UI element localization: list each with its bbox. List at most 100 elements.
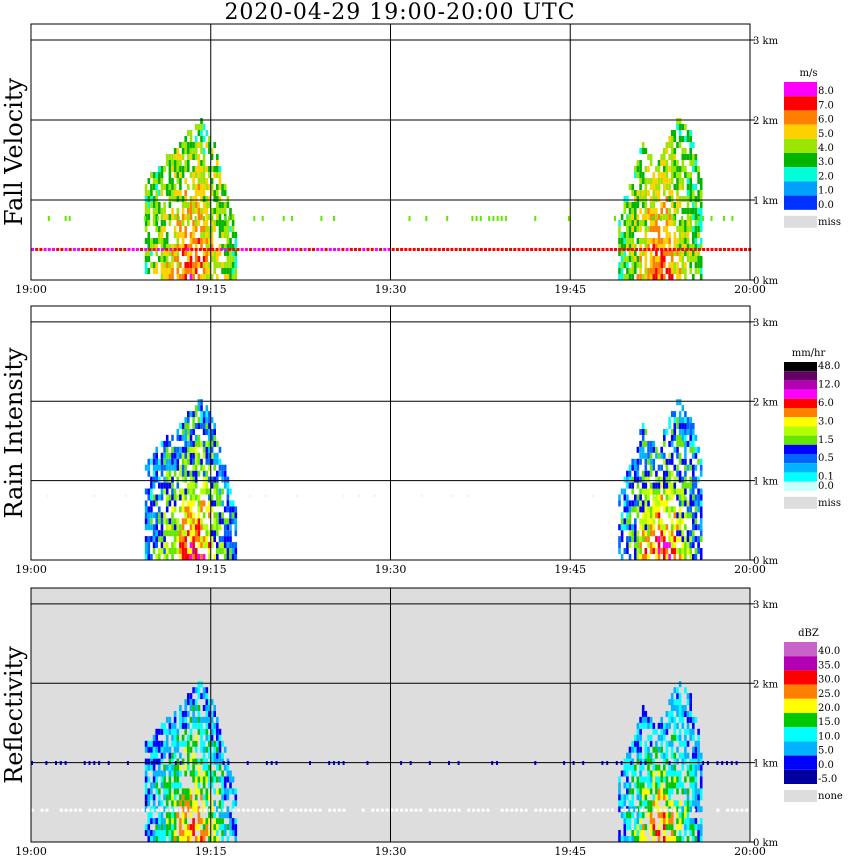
- data-cell: [197, 202, 201, 208]
- legend-label: 6.0: [818, 398, 834, 409]
- data-cell: [655, 764, 658, 771]
- data-cell: [657, 836, 661, 842]
- data-cell: [155, 554, 158, 560]
- data-cell: [681, 434, 685, 441]
- data-cell: [678, 824, 682, 831]
- data-cell: [160, 458, 164, 465]
- data-cell: [689, 536, 692, 543]
- data-cell: [644, 274, 648, 280]
- data-cell: [652, 758, 656, 765]
- data-cell: [684, 800, 687, 807]
- data-cell: [176, 482, 180, 489]
- data-cell: [194, 190, 198, 196]
- data-cell: [218, 470, 222, 477]
- data-cell: [676, 172, 679, 178]
- data-cell: [670, 699, 674, 706]
- data-cell: [231, 274, 235, 280]
- data-cell: [221, 824, 224, 831]
- data-cell: [210, 536, 214, 543]
- data-cell: [684, 524, 687, 531]
- data-cell: [165, 464, 169, 471]
- data-cell: [147, 824, 151, 831]
- data-cell: [184, 746, 187, 753]
- data-cell: [684, 788, 687, 795]
- noise-mark: [505, 808, 509, 812]
- data-cell: [147, 524, 151, 531]
- noise-mark: [265, 248, 269, 251]
- noise-mark: [237, 808, 241, 812]
- data-cells: [144, 681, 703, 842]
- data-cell: [686, 178, 690, 184]
- data-cell: [668, 232, 671, 238]
- data-cell: [181, 788, 185, 795]
- data-cell: [194, 524, 198, 531]
- data-cell: [150, 818, 153, 825]
- data-cell: [665, 794, 669, 801]
- data-cell: [184, 728, 187, 735]
- data-cell: [689, 130, 692, 136]
- data-cell: [173, 244, 177, 250]
- data-cell: [150, 482, 153, 489]
- data-cell: [168, 524, 172, 531]
- data-cell: [678, 699, 682, 706]
- data-cell: [620, 244, 624, 250]
- data-cell: [189, 758, 193, 765]
- data-cell: [665, 268, 669, 274]
- data-cell: [660, 250, 663, 256]
- data-cell: [194, 687, 198, 694]
- noise-mark: [488, 216, 491, 221]
- data-cell: [657, 722, 661, 729]
- data-cell: [686, 794, 690, 801]
- data-cell: [663, 440, 666, 447]
- data-cell: [631, 746, 634, 753]
- data-cell: [197, 458, 201, 465]
- data-cell: [626, 548, 629, 554]
- data-cell: [210, 440, 214, 447]
- data-cell: [636, 476, 640, 483]
- data-cell: [649, 202, 653, 208]
- data-cell: [639, 178, 642, 184]
- data-cell: [681, 812, 685, 819]
- data-cell: [694, 434, 698, 441]
- data-cell: [692, 142, 695, 148]
- data-cell: [634, 208, 637, 214]
- data-cell: [686, 214, 690, 220]
- data-cell: [668, 154, 671, 160]
- data-cell: [665, 429, 669, 435]
- data-cell: [194, 154, 198, 160]
- data-cell: [197, 716, 201, 723]
- data-cell: [231, 256, 235, 262]
- data-cell: [205, 699, 209, 706]
- data-cell: [678, 728, 682, 735]
- noise-mark: [601, 248, 605, 251]
- data-cell: [647, 554, 650, 560]
- noise-mark: [500, 248, 504, 251]
- data-cell: [231, 542, 235, 549]
- data-cell: [692, 530, 695, 537]
- data-cell: [221, 758, 224, 765]
- data-cell: [634, 262, 637, 268]
- data-cell: [218, 172, 222, 178]
- noise-mark: [328, 248, 332, 251]
- data-cell: [184, 716, 187, 723]
- data-cell: [160, 548, 164, 554]
- data-cell: [168, 220, 172, 226]
- data-cell: [189, 196, 193, 202]
- data-cell: [205, 423, 209, 429]
- legend-swatch: [784, 181, 817, 196]
- data-cell: [673, 542, 677, 549]
- noise-mark: [476, 808, 480, 812]
- data-cell: [673, 716, 677, 723]
- data-cell: [628, 806, 632, 813]
- data-cell: [189, 250, 193, 256]
- data-cell: [655, 244, 658, 250]
- data-cell: [694, 548, 698, 554]
- data-cell: [694, 244, 698, 250]
- data-cell: [618, 220, 621, 226]
- data-cell: [189, 238, 193, 244]
- data-cell: [689, 506, 692, 513]
- data-cell: [660, 464, 663, 471]
- data-cell: [689, 208, 692, 214]
- data-cell: [636, 740, 640, 747]
- data-cell: [634, 764, 637, 771]
